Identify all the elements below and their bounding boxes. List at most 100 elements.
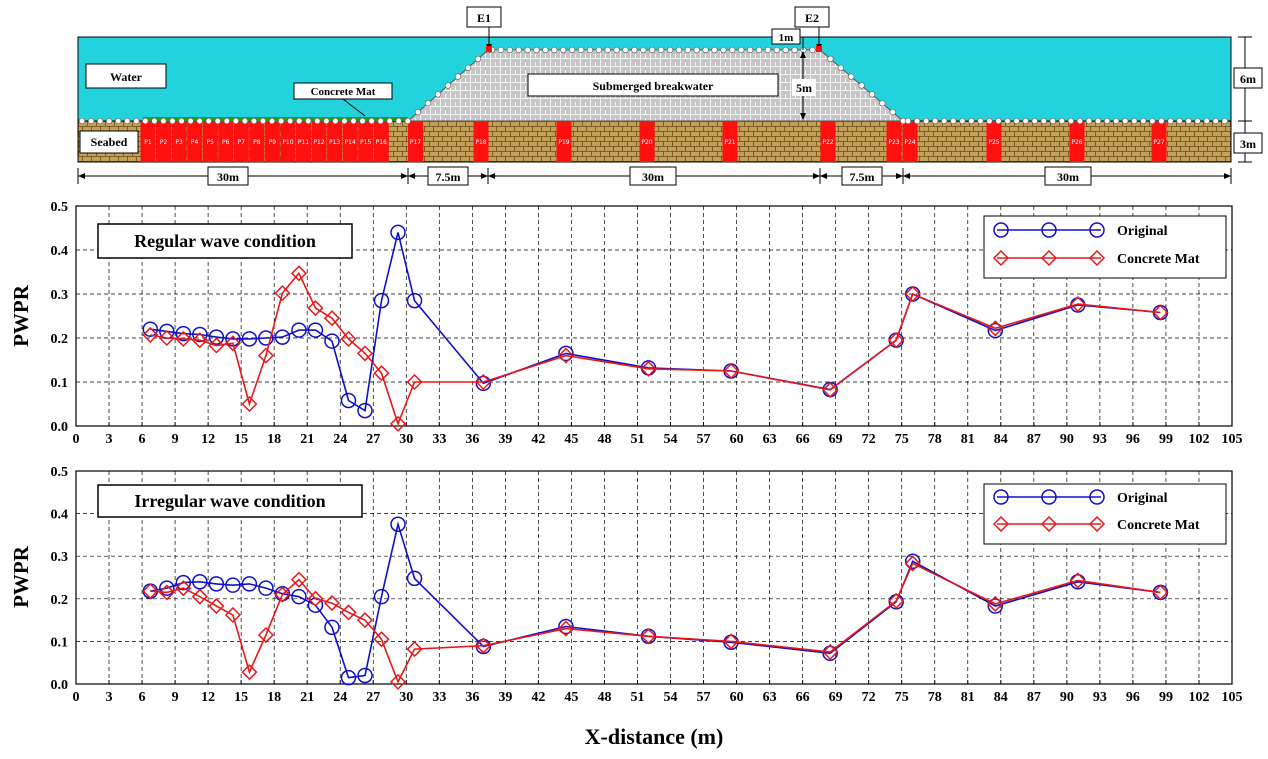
data-point bbox=[356, 345, 374, 362]
surface-node bbox=[444, 82, 452, 89]
gauge-label: P6 bbox=[222, 139, 230, 146]
span-left-label: 30m bbox=[217, 170, 239, 184]
legend-original-marker bbox=[1089, 222, 1105, 238]
x-tick-label: 21 bbox=[300, 432, 314, 447]
data-point bbox=[640, 360, 657, 377]
surface-node bbox=[568, 46, 576, 54]
data-point bbox=[557, 620, 574, 637]
surface-node bbox=[305, 117, 312, 125]
x-tick-label: 93 bbox=[1093, 432, 1107, 447]
x-tick-label: 15 bbox=[234, 690, 248, 705]
x-tick-label: 75 bbox=[895, 690, 909, 705]
gauge-label: P10 bbox=[282, 139, 293, 146]
surface-node bbox=[738, 46, 745, 54]
gauge-column bbox=[202, 121, 218, 162]
data-point bbox=[208, 329, 225, 345]
surface-node bbox=[879, 100, 886, 107]
data-point bbox=[340, 604, 357, 621]
surface-node bbox=[837, 64, 844, 71]
surface-node bbox=[711, 46, 718, 54]
data-point bbox=[323, 310, 341, 327]
surface-node bbox=[551, 46, 558, 54]
pressure-gauges: P1 P2 P3 P4 P5 P6 P7 P8 P9 P10 P11 P12 P13 P14 P15 P16 P… bbox=[140, 121, 1167, 162]
data-point bbox=[225, 577, 241, 593]
surface-node bbox=[1221, 117, 1228, 125]
e1-label: E1 bbox=[477, 11, 491, 25]
data-point bbox=[357, 402, 373, 419]
height-label: 5m bbox=[796, 81, 812, 95]
gauge-column bbox=[187, 121, 203, 162]
legend-concrete-marker bbox=[992, 515, 1010, 533]
surface-node bbox=[809, 46, 816, 54]
x-tick-label: 9 bbox=[172, 432, 179, 447]
x-tick-label: 105 bbox=[1222, 690, 1243, 705]
gauge-column bbox=[820, 121, 836, 162]
surface-node bbox=[922, 117, 930, 125]
y-tick-label: 0.1 bbox=[51, 635, 69, 650]
data-point bbox=[258, 580, 274, 596]
x-tick-label: 96 bbox=[1126, 432, 1140, 447]
e2-label-box bbox=[794, 6, 830, 28]
x-tick-label: 30 bbox=[399, 690, 413, 705]
legend: Original Concrete Mat bbox=[983, 483, 1227, 545]
gauge-column bbox=[373, 121, 389, 162]
gauge-label: P8 bbox=[253, 139, 261, 146]
surface-node bbox=[577, 46, 585, 54]
data-point bbox=[389, 415, 407, 432]
gauge-label: P12 bbox=[313, 139, 324, 146]
gauge-column bbox=[171, 121, 187, 162]
breakwater-label: Submerged breakwater bbox=[593, 79, 714, 93]
data-point bbox=[822, 381, 839, 398]
gauge-label: P1 bbox=[144, 139, 152, 146]
e1-gauge bbox=[486, 46, 492, 52]
surface-node bbox=[296, 117, 303, 125]
gauge-column bbox=[986, 121, 1002, 162]
surface-node bbox=[332, 117, 339, 125]
x-tick-label: 30 bbox=[399, 432, 413, 447]
surface-node bbox=[160, 117, 167, 125]
gauge-label: P23 bbox=[888, 139, 899, 146]
surface-node bbox=[649, 46, 656, 54]
water-label: Water bbox=[110, 70, 143, 84]
surface-node bbox=[1131, 117, 1138, 125]
gauge-column bbox=[1069, 121, 1085, 162]
surface-node bbox=[986, 117, 993, 125]
y-tick-label: 0.3 bbox=[51, 288, 69, 303]
gauge-column bbox=[280, 121, 296, 162]
surface-node bbox=[268, 117, 276, 125]
legend-concrete-marker bbox=[1088, 249, 1106, 267]
surface-node bbox=[151, 117, 158, 125]
gauge-label: P26 bbox=[1071, 139, 1082, 146]
x-tick-label: 57 bbox=[697, 432, 711, 447]
gauge-column bbox=[408, 121, 423, 162]
x-tick-label: 27 bbox=[366, 432, 380, 447]
y-tick-labels: 0.0 0.1 0.2 0.3 0.4 0.5 bbox=[51, 200, 69, 435]
gauge-column bbox=[327, 121, 343, 162]
data-point bbox=[274, 586, 291, 603]
span-arrow bbox=[1224, 173, 1231, 179]
data-point bbox=[475, 375, 492, 392]
data-point bbox=[208, 597, 225, 615]
x-tick-label: 54 bbox=[664, 690, 678, 705]
gauge-column bbox=[1151, 121, 1167, 162]
legend-original-marker bbox=[993, 222, 1009, 238]
e2-gauge bbox=[816, 46, 822, 52]
data-point bbox=[208, 337, 225, 354]
data-point bbox=[389, 673, 407, 690]
surface-node bbox=[87, 117, 95, 125]
data-point bbox=[390, 516, 406, 532]
x-tick-label: 84 bbox=[994, 432, 1008, 447]
data-point bbox=[406, 641, 423, 658]
span-slope-right-label: 7.5m bbox=[850, 170, 875, 184]
x-tick-label: 66 bbox=[796, 690, 810, 705]
data-point bbox=[142, 583, 159, 600]
surface-node bbox=[904, 117, 912, 125]
data-point bbox=[323, 594, 341, 612]
seabed-depth-label-box bbox=[1233, 132, 1263, 154]
legend-original-marker bbox=[993, 489, 1009, 505]
y-axis-label: PWPR bbox=[9, 545, 33, 608]
seabed-label: Seabed bbox=[91, 135, 128, 149]
e2-label: E2 bbox=[805, 11, 819, 25]
data-point bbox=[241, 576, 258, 592]
